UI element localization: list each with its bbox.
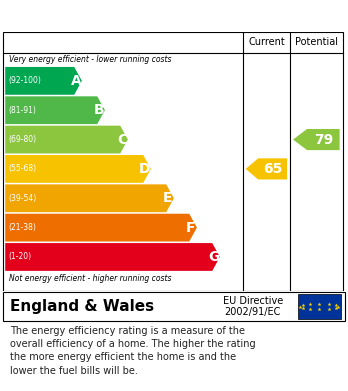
Polygon shape <box>293 129 340 150</box>
Polygon shape <box>5 126 128 153</box>
Text: (69-80): (69-80) <box>9 135 37 144</box>
Polygon shape <box>5 96 105 124</box>
Text: 65: 65 <box>263 162 282 176</box>
Text: C: C <box>117 133 127 147</box>
Text: D: D <box>139 162 151 176</box>
Polygon shape <box>5 214 197 242</box>
Text: Potential: Potential <box>295 38 338 47</box>
Text: (55-68): (55-68) <box>9 164 37 174</box>
Text: 79: 79 <box>314 133 333 147</box>
Polygon shape <box>5 243 220 271</box>
Text: Not energy efficient - higher running costs: Not energy efficient - higher running co… <box>9 274 171 283</box>
Polygon shape <box>5 155 151 183</box>
Text: EU Directive
2002/91/EC: EU Directive 2002/91/EC <box>223 296 283 317</box>
Text: E: E <box>163 191 173 205</box>
Polygon shape <box>246 158 287 179</box>
Text: (1-20): (1-20) <box>9 253 32 262</box>
Text: Very energy efficient - lower running costs: Very energy efficient - lower running co… <box>9 55 171 64</box>
Text: (81-91): (81-91) <box>9 106 37 115</box>
Text: (39-54): (39-54) <box>9 194 37 203</box>
Text: Current: Current <box>248 38 285 47</box>
Text: Energy Efficiency Rating: Energy Efficiency Rating <box>10 9 231 23</box>
Bar <box>298 294 341 319</box>
Text: The energy efficiency rating is a measure of the
overall efficiency of a home. T: The energy efficiency rating is a measur… <box>10 326 256 376</box>
Text: England & Wales: England & Wales <box>10 299 155 314</box>
Text: F: F <box>186 221 196 235</box>
Text: (92-100): (92-100) <box>9 76 41 85</box>
Text: G: G <box>208 250 220 264</box>
Text: A: A <box>71 74 81 88</box>
Polygon shape <box>5 185 174 212</box>
Polygon shape <box>5 67 82 95</box>
Text: B: B <box>94 103 104 117</box>
Text: (21-38): (21-38) <box>9 223 37 232</box>
